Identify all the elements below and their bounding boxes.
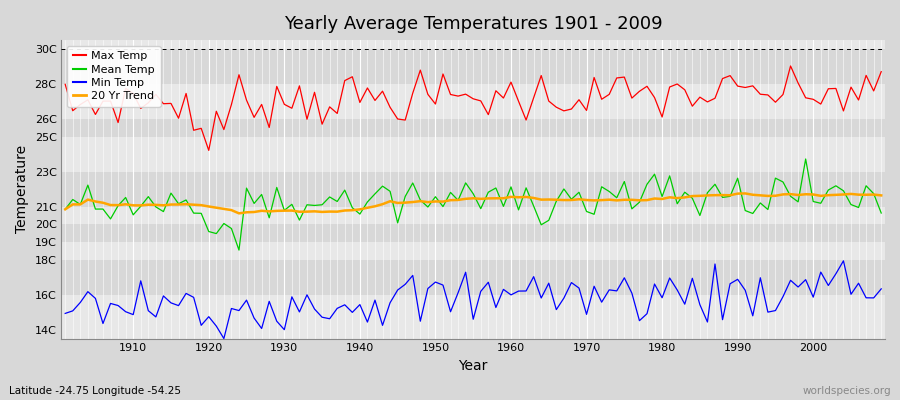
- Bar: [61, 260, 885, 295]
- Bar: [61, 242, 885, 260]
- Bar: [61, 49, 885, 84]
- Bar: [61, 295, 885, 330]
- Bar: [61, 84, 885, 119]
- Title: Yearly Average Temperatures 1901 - 2009: Yearly Average Temperatures 1901 - 2009: [284, 15, 662, 33]
- Bar: [61, 207, 885, 224]
- Legend: Max Temp, Mean Temp, Min Temp, 20 Yr Trend: Max Temp, Mean Temp, Min Temp, 20 Yr Tre…: [67, 46, 160, 107]
- Bar: [61, 224, 885, 242]
- Y-axis label: Temperature: Temperature: [15, 145, 29, 234]
- X-axis label: Year: Year: [458, 359, 488, 373]
- Bar: [61, 172, 885, 207]
- Text: Latitude -24.75 Longitude -54.25: Latitude -24.75 Longitude -54.25: [9, 386, 181, 396]
- Bar: [61, 137, 885, 172]
- Bar: [61, 119, 885, 137]
- Text: worldspecies.org: worldspecies.org: [803, 386, 891, 396]
